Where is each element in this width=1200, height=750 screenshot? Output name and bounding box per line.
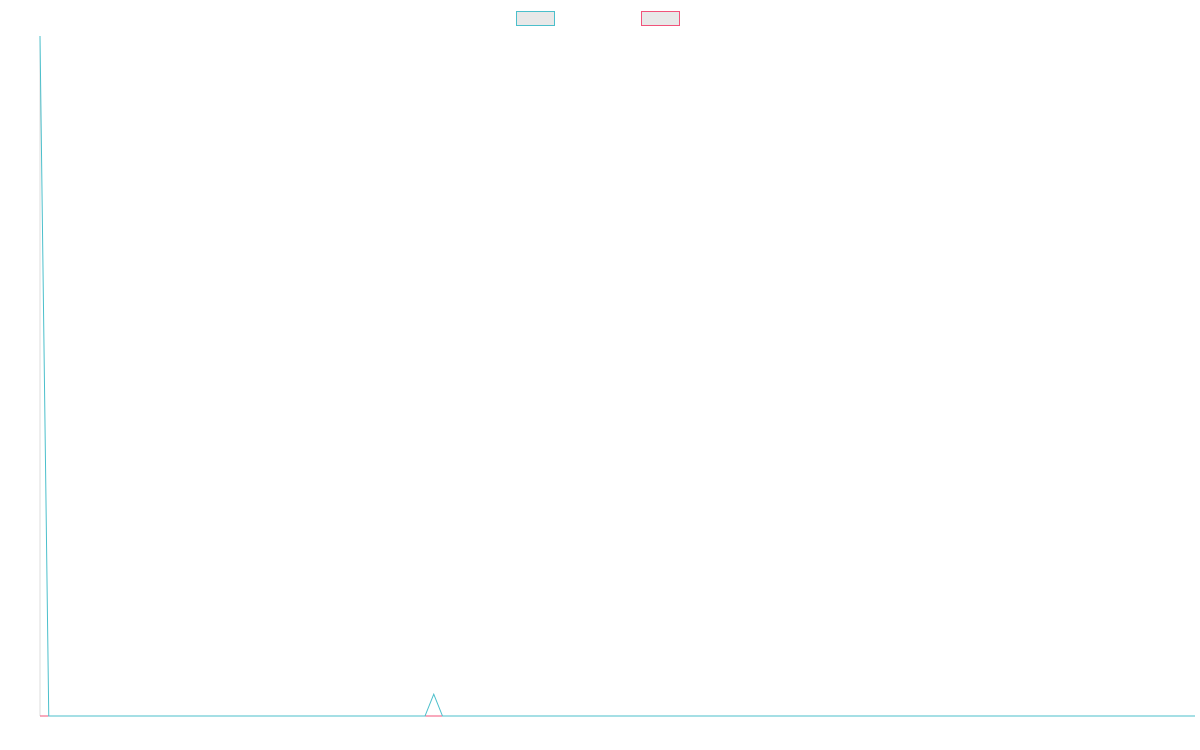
chart-legend	[0, 9, 1200, 27]
series-layer	[39, 35, 1195, 717]
legend-swatch-series-1	[516, 10, 555, 26]
series-line-1	[39, 35, 1195, 717]
legend-item-series-2[interactable]	[641, 9, 684, 27]
legend-swatch-series-2	[641, 10, 680, 26]
legend-item-series-1[interactable]	[516, 9, 559, 27]
